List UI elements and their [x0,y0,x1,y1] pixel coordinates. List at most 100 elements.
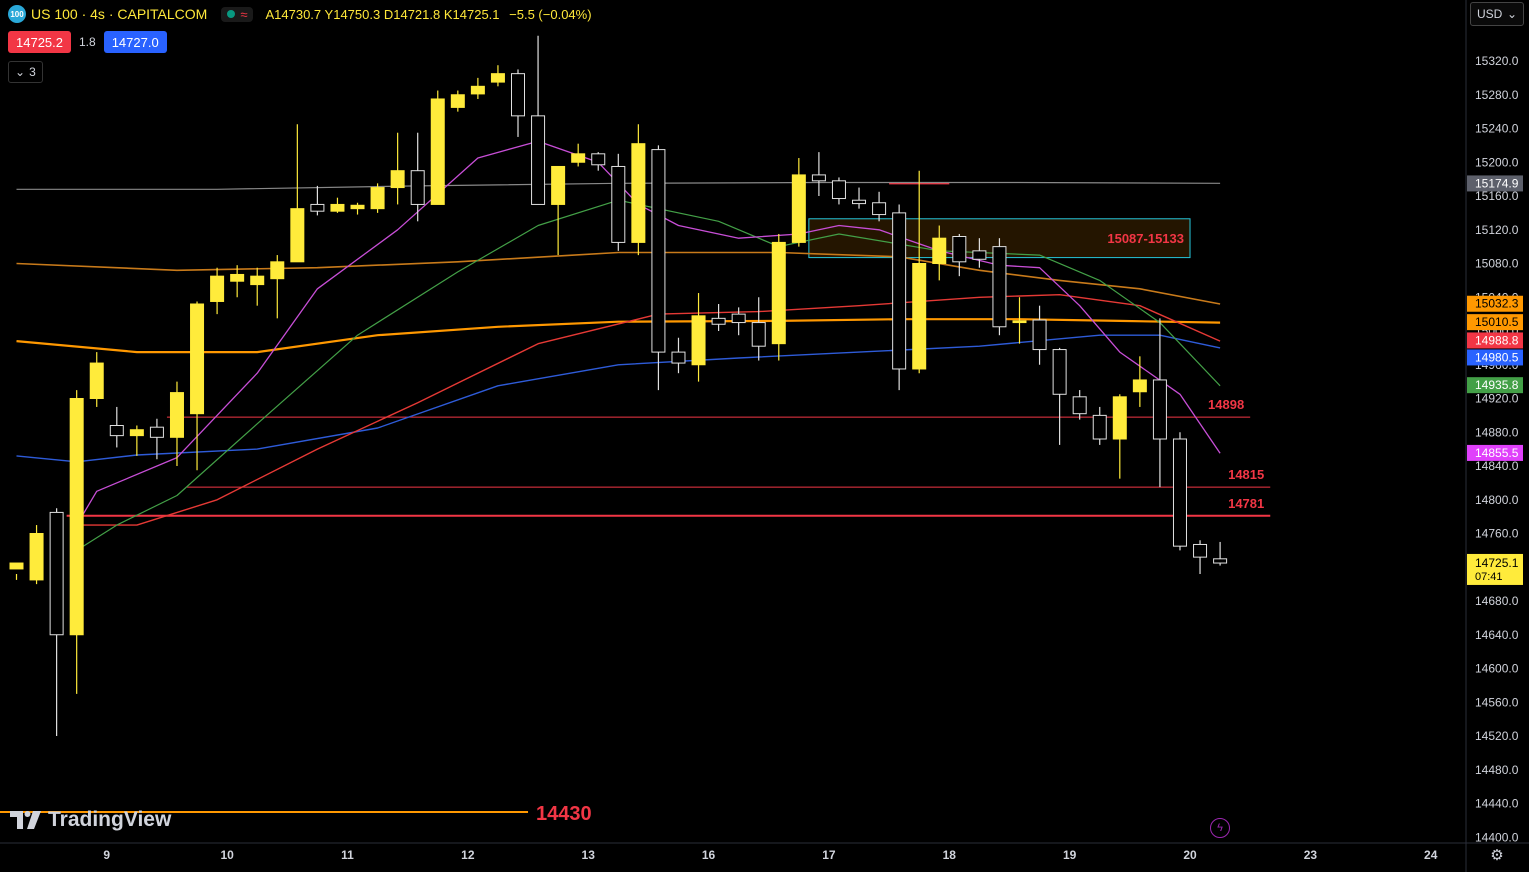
candle-body [952,236,967,263]
candle-body [711,317,726,325]
candle [410,132,425,222]
moving-average-line [76,199,1221,551]
candle [1152,318,1167,488]
candle [912,170,927,374]
price-tag-value: 14988.8 [1475,333,1519,347]
candle-body [551,165,566,205]
candle [1172,432,1187,551]
candle-body [1152,379,1167,440]
x-tick-label: 19 [1063,848,1077,862]
chevron-down-icon: ⌄ [1506,7,1517,21]
candle-body [430,98,445,205]
candle-body [651,149,666,353]
price-tag-value: 15010.5 [1475,315,1519,329]
candle-body [490,73,505,83]
price-tag-bg [1467,314,1523,331]
market-open-icon [227,10,236,18]
tradingview-logo[interactable]: TradingView [10,808,171,832]
candle [992,238,1007,336]
market-status[interactable]: ≈ [221,6,254,22]
indicators-toggle[interactable]: ⌄ 3 [8,61,43,83]
candle-body [1132,379,1147,393]
candle-body [89,362,104,399]
y-tick-label: 15240.0 [1475,122,1519,136]
candle [932,225,947,281]
candle [711,304,726,331]
candle [89,352,104,407]
candle [129,425,144,456]
candle [691,293,706,382]
candle-body [1213,558,1228,564]
y-tick-label: 14640.0 [1475,628,1519,642]
currency-select[interactable]: USD ⌄ [1470,2,1524,26]
candle-body [691,315,706,366]
candle-body [671,351,686,364]
price-tag-bg [1467,349,1523,366]
candle [149,418,164,460]
candle-body [129,429,144,437]
ohlc-close: K14725.1 [443,6,500,22]
x-tick-label: 12 [461,848,475,862]
tradingview-logo-icon [10,811,41,829]
buy-button[interactable]: 14727.0 [103,31,167,53]
candle-body [932,237,947,264]
ohlc-readout: A14730.7 Y14750.3 D14721.8 K14725.1 −5.5… [265,7,591,22]
price-tag-value: 14980.5 [1475,350,1519,364]
candle [29,525,44,585]
moving-average-line [16,318,1221,354]
candle-body [9,562,24,570]
candle [69,390,84,694]
candle [551,165,566,256]
x-tick-label: 18 [943,848,957,862]
candle-body [210,275,225,302]
x-tick-label: 16 [702,848,716,862]
candle-body [350,204,365,210]
candle [430,90,445,205]
price-tag-bg [1467,175,1523,192]
candle [1092,406,1107,445]
candle [631,124,646,256]
indicators-count: 3 [29,65,36,79]
candle-body [892,212,907,370]
candle [1213,541,1228,566]
gear-icon[interactable]: ⚙ [1490,847,1504,864]
y-tick-label: 15280.0 [1475,88,1519,102]
candle-body [1193,543,1208,558]
symbol-title[interactable]: US 100 · 4s · CAPITALCOM [31,6,208,22]
last-price-value: 14725.1 [1475,556,1519,570]
candle [290,124,305,263]
candle [611,153,626,251]
candle-body [250,275,265,286]
y-tick-label: 14800.0 [1475,493,1519,507]
candle [270,255,285,319]
candle [591,152,606,171]
candle [310,185,325,216]
trade-buttons: 14725.2 1.8 14727.0 [8,31,167,53]
candle-body [972,250,987,260]
y-tick-label: 14480.0 [1475,763,1519,777]
last-price-tag: 14725.107:41 [1467,553,1523,585]
y-tick-label: 14880.0 [1475,425,1519,439]
price-tag: 15174.9 [1467,175,1523,192]
candle [210,267,225,315]
price-tag-value: 14855.5 [1475,446,1519,460]
candle-body [330,203,345,212]
sell-button[interactable]: 14725.2 [8,31,71,53]
candle [831,177,846,205]
zone-label: 15087-15133 [1107,231,1184,246]
price-tag-bg [1467,444,1523,461]
candle-body [270,261,285,280]
ohlc-open: A14730.7 [265,6,322,22]
lightning-icon[interactable]: ϟ [1210,818,1230,838]
candle [169,381,184,466]
candle-body [771,241,786,345]
ohlc-change: −5.5 (−0.04%) [509,6,592,22]
candle [370,183,385,213]
candle-body [1092,414,1107,440]
candle-body [731,313,746,324]
price-tag-bg [1467,295,1523,312]
candle [490,65,505,87]
x-tick-label: 11 [341,848,354,862]
candle-body [149,426,164,438]
